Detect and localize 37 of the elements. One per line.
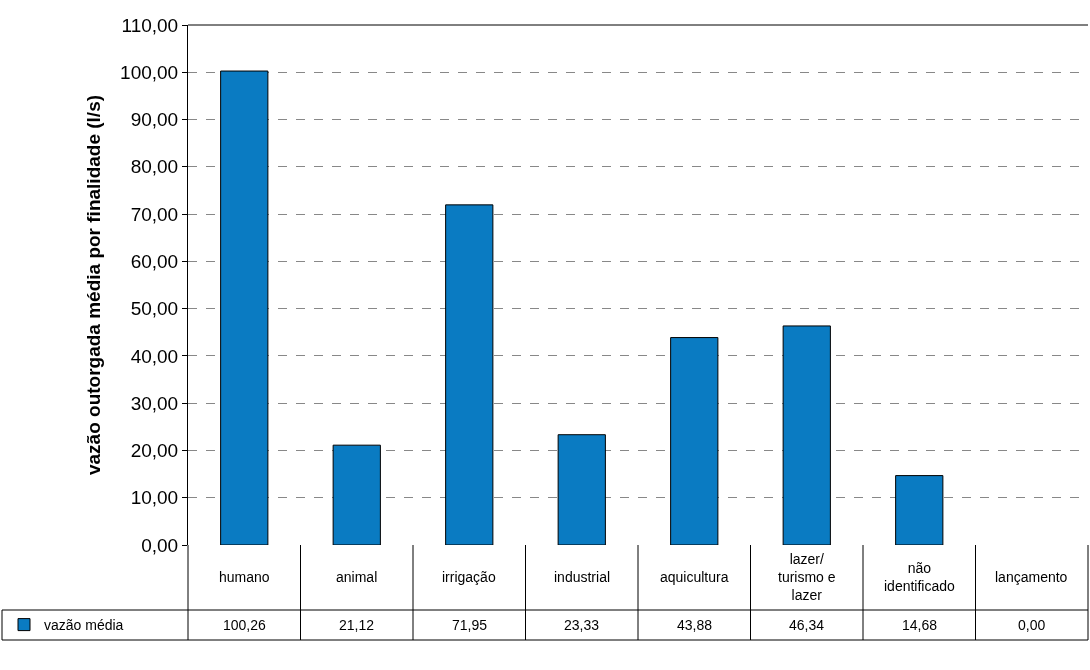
- x-tick-label: lançamento: [995, 569, 1068, 585]
- x-tick-label: animal: [336, 569, 378, 585]
- data-label: 43,88: [677, 617, 713, 633]
- x-tick-label: aquicultura: [660, 569, 729, 585]
- data-label: 23,33: [564, 617, 600, 633]
- x-tick-label: industrial: [554, 569, 611, 585]
- data-label: 14,68: [902, 617, 938, 633]
- legend-label: vazão média: [44, 617, 124, 634]
- bar: [332, 444, 381, 545]
- data-label: 71,95: [452, 617, 488, 633]
- bar: [445, 204, 494, 545]
- y-tick-label: 70,00: [130, 203, 179, 225]
- y-tick-label: 110,00: [121, 14, 179, 36]
- x-tick-label: humano: [219, 569, 270, 585]
- x-tick-label: lazer/ turismo e lazer: [778, 551, 836, 604]
- y-tick-label: 0,00: [141, 534, 179, 556]
- bar: [220, 70, 269, 545]
- y-tick-label: 90,00: [130, 109, 179, 131]
- y-tick-label: 30,00: [130, 392, 179, 414]
- y-tick-label: 10,00: [130, 487, 179, 509]
- y-tick-label: 20,00: [130, 440, 179, 462]
- y-tick-label: 80,00: [130, 156, 179, 178]
- y-tick-label: 100,00: [120, 61, 179, 83]
- y-tick-label: 40,00: [130, 345, 179, 367]
- bar: [557, 434, 606, 545]
- data-label: 21,12: [339, 617, 375, 633]
- data-label: 100,26: [223, 617, 267, 633]
- y-axis-title: vazão outorgada média por finalidade (l/s): [82, 94, 104, 476]
- y-tick-label: 50,00: [130, 298, 179, 320]
- bar: [782, 325, 831, 545]
- x-tick-label: irrigação: [442, 569, 496, 585]
- data-label: 0,00: [1018, 617, 1046, 633]
- x-tick-label: não identificado: [884, 560, 956, 595]
- data-label: 46,34: [789, 617, 825, 633]
- bar: [670, 337, 719, 545]
- y-tick-label: 60,00: [130, 251, 179, 273]
- bar: [895, 475, 944, 545]
